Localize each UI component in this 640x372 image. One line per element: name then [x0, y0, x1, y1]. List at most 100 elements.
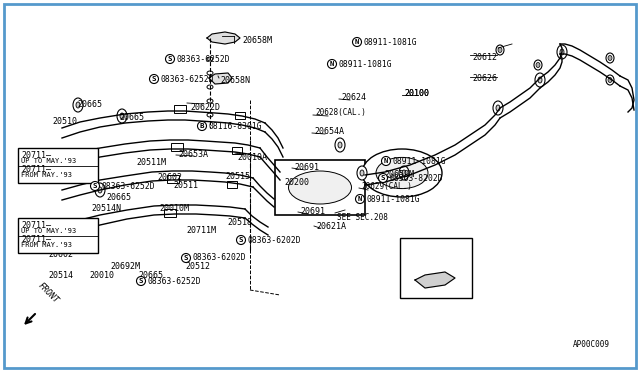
Text: B: B — [200, 123, 204, 129]
Text: 08363-6252D: 08363-6252D — [102, 182, 155, 190]
Polygon shape — [415, 272, 455, 288]
Ellipse shape — [289, 171, 351, 204]
Text: 20518: 20518 — [227, 218, 252, 227]
Ellipse shape — [73, 98, 83, 112]
Bar — [232, 147, 242, 154]
Text: 20515: 20515 — [225, 172, 250, 181]
Ellipse shape — [376, 157, 428, 189]
Ellipse shape — [606, 53, 614, 63]
Bar — [275, 160, 365, 215]
Text: S: S — [168, 56, 172, 62]
Circle shape — [328, 60, 337, 68]
Ellipse shape — [493, 101, 503, 115]
Text: 20514N: 20514N — [91, 204, 121, 213]
Text: S: S — [239, 237, 243, 243]
Ellipse shape — [360, 170, 364, 176]
Text: 20100: 20100 — [404, 89, 429, 98]
Text: FROM MAY.'93: FROM MAY.'93 — [21, 242, 72, 248]
Text: 20511M: 20511M — [136, 158, 166, 167]
Bar — [227, 180, 237, 187]
Bar — [174, 105, 186, 113]
Text: 08911-1081G: 08911-1081G — [392, 157, 446, 166]
Text: 08363-6202D: 08363-6202D — [248, 235, 301, 244]
Text: 20628(CAL.): 20628(CAL.) — [315, 108, 366, 117]
Ellipse shape — [538, 77, 542, 83]
Text: 20010: 20010 — [89, 271, 114, 280]
Ellipse shape — [120, 113, 124, 119]
Ellipse shape — [117, 109, 127, 123]
Text: 20711—: 20711— — [21, 165, 51, 174]
Ellipse shape — [399, 166, 409, 180]
Text: 20511: 20511 — [173, 181, 198, 190]
Text: 20654A: 20654A — [314, 127, 344, 136]
Text: 20624: 20624 — [341, 93, 366, 102]
Text: 20622D: 20622D — [190, 103, 220, 112]
Ellipse shape — [207, 57, 213, 61]
Ellipse shape — [608, 55, 612, 61]
Text: FROM MAY.'93: FROM MAY.'93 — [21, 172, 72, 178]
Text: N: N — [384, 158, 388, 164]
Text: 08363-8202D: 08363-8202D — [390, 173, 443, 183]
Bar — [167, 175, 179, 183]
Ellipse shape — [496, 105, 500, 111]
Text: 08116-8301G: 08116-8301G — [209, 122, 262, 131]
Text: S: S — [93, 183, 97, 189]
Bar — [235, 112, 245, 119]
Text: 20692M: 20692M — [110, 262, 140, 271]
Ellipse shape — [98, 187, 102, 193]
Polygon shape — [209, 73, 232, 84]
Bar — [171, 143, 183, 151]
Ellipse shape — [402, 170, 406, 176]
Circle shape — [353, 38, 362, 46]
Text: UP TO MAY.'93: UP TO MAY.'93 — [21, 228, 76, 234]
Text: 20010M: 20010M — [159, 204, 189, 213]
Text: 08363-6252D: 08363-6252D — [161, 74, 214, 83]
Text: 20711—: 20711— — [21, 235, 51, 244]
Ellipse shape — [357, 166, 367, 180]
Circle shape — [90, 182, 99, 190]
Text: 20691: 20691 — [294, 163, 319, 172]
Text: 20711—: 20711— — [21, 151, 51, 160]
Text: 08363-6252D: 08363-6252D — [147, 276, 201, 285]
Text: N: N — [358, 196, 362, 202]
Circle shape — [198, 122, 207, 131]
Text: N: N — [355, 39, 359, 45]
Ellipse shape — [606, 75, 614, 85]
Circle shape — [166, 55, 175, 64]
Text: (CAL.): (CAL.) — [413, 249, 443, 258]
Text: 20658M: 20658M — [242, 36, 272, 45]
Text: SEE SEC.208: SEE SEC.208 — [337, 213, 388, 222]
Text: S: S — [152, 76, 156, 82]
Ellipse shape — [207, 113, 213, 117]
Text: 20510: 20510 — [52, 117, 77, 126]
Text: 20691: 20691 — [300, 207, 325, 216]
Text: N: N — [330, 61, 334, 67]
Text: UP TO MAY.'93: UP TO MAY.'93 — [21, 158, 76, 164]
Ellipse shape — [207, 71, 213, 75]
Ellipse shape — [95, 183, 105, 197]
Ellipse shape — [608, 77, 612, 83]
Text: 20010A: 20010A — [237, 153, 267, 162]
Text: 20659M: 20659M — [384, 170, 414, 179]
Ellipse shape — [335, 138, 345, 152]
Ellipse shape — [362, 149, 442, 197]
Text: 20711—: 20711— — [21, 221, 51, 230]
Bar — [18, 218, 98, 253]
Ellipse shape — [338, 142, 342, 148]
Ellipse shape — [228, 35, 232, 41]
Text: 20621A: 20621A — [316, 222, 346, 231]
Ellipse shape — [207, 99, 213, 103]
Text: S: S — [381, 175, 385, 181]
Ellipse shape — [207, 85, 213, 89]
Text: 08911-1081G: 08911-1081G — [367, 195, 420, 203]
Text: 20200: 20200 — [284, 178, 309, 187]
Polygon shape — [207, 32, 240, 44]
Text: 20100: 20100 — [404, 89, 429, 98]
Text: AP00C009: AP00C009 — [573, 340, 610, 349]
Text: 08363-6202D: 08363-6202D — [193, 253, 246, 263]
Text: 20658N: 20658N — [220, 76, 250, 85]
Ellipse shape — [496, 45, 504, 55]
Ellipse shape — [536, 62, 540, 67]
Ellipse shape — [535, 73, 545, 87]
Ellipse shape — [557, 45, 567, 59]
